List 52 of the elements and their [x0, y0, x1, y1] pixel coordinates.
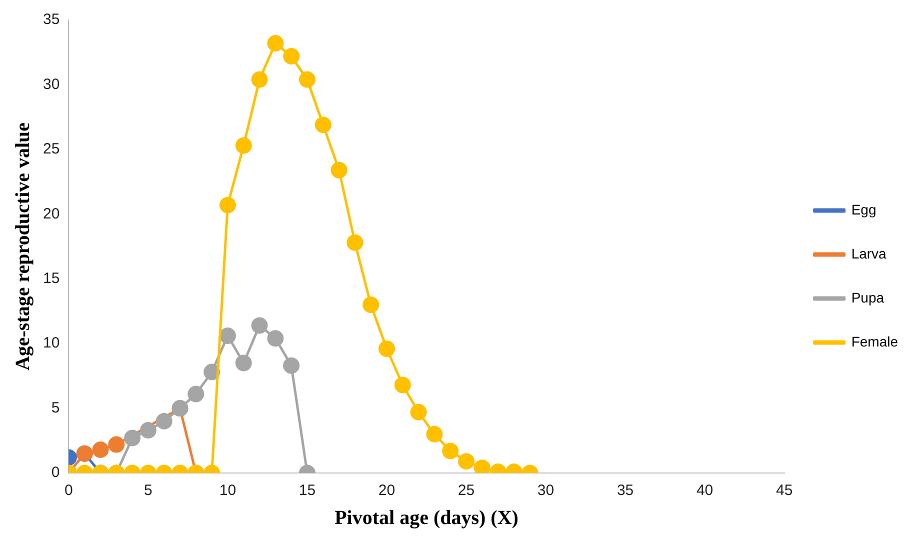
y-tick-label: 35	[42, 11, 60, 28]
y-tick-label: 25	[42, 140, 60, 158]
x-tick-label: 25	[458, 482, 475, 500]
point	[442, 442, 459, 460]
x-tick-label: 15	[298, 482, 316, 500]
point	[219, 196, 236, 214]
point	[124, 430, 141, 446]
point	[394, 376, 411, 394]
point	[251, 317, 268, 334]
point	[458, 453, 475, 470]
legend-label: Larva	[851, 245, 887, 262]
point	[267, 330, 284, 347]
point	[156, 412, 172, 430]
point	[283, 357, 300, 374]
point	[219, 328, 236, 344]
y-axis-title: Age-stage reproductive value	[12, 122, 34, 371]
point	[410, 404, 427, 420]
point	[108, 436, 125, 453]
legend-label: Egg	[851, 201, 876, 218]
point	[251, 71, 268, 88]
point	[314, 116, 332, 134]
legend-label: Pupa	[851, 289, 884, 306]
point	[267, 35, 284, 52]
point	[426, 426, 443, 442]
x-tick-label: 30	[537, 482, 554, 500]
x-tick-label: 5	[144, 482, 152, 500]
x-tick-label: 0	[64, 482, 73, 500]
x-tick-label: 45	[776, 482, 793, 500]
point	[92, 441, 109, 458]
point	[362, 296, 380, 313]
y-tick-label: 30	[42, 76, 60, 93]
point	[235, 137, 252, 154]
point	[346, 234, 364, 251]
point	[235, 354, 252, 372]
y-tick-label: 15	[42, 270, 60, 287]
point	[474, 460, 490, 473]
point	[188, 386, 204, 402]
x-axis-title: Pivotal age (days) (X)	[334, 507, 518, 530]
point	[283, 48, 300, 64]
y-tick-label: 5	[51, 399, 60, 416]
y-tick-label: 20	[42, 205, 60, 222]
point	[140, 422, 156, 439]
y-tick-label: 0	[51, 464, 60, 482]
point	[298, 71, 316, 88]
point	[330, 162, 348, 178]
point	[378, 340, 395, 357]
x-tick-label: 35	[616, 482, 634, 500]
x-tick-label: 20	[378, 482, 396, 500]
legend-label: Female	[851, 333, 898, 350]
y-tick-label: 10	[42, 334, 60, 352]
x-tick-label: 10	[219, 482, 236, 500]
x-tick-label: 40	[696, 482, 714, 500]
